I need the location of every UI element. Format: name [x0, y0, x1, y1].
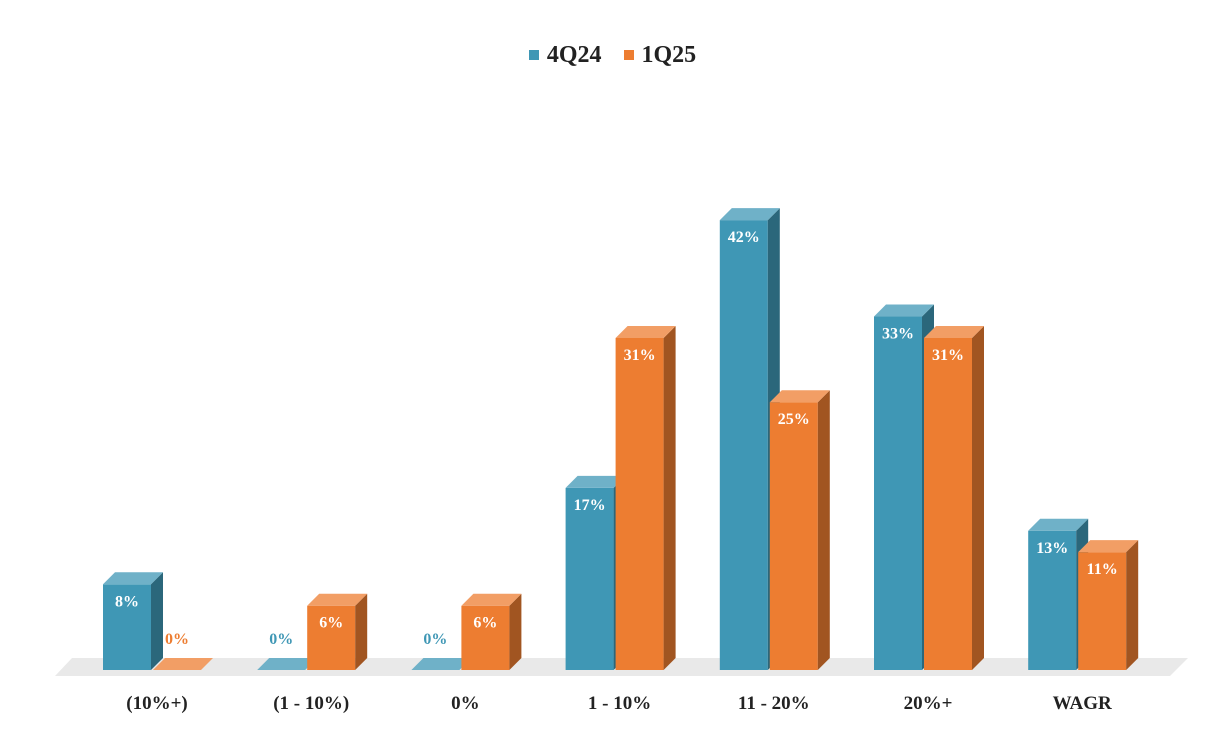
bar-front-4q24-0 — [103, 584, 151, 670]
bar-top-4q24-2 — [411, 658, 472, 670]
bar-side-1q25-3 — [663, 325, 676, 670]
data-label-4q24-4: 42% — [728, 229, 760, 246]
data-label-1q25-2: 6% — [473, 615, 497, 632]
data-label-1q25-4: 25% — [778, 411, 810, 428]
legend-label-1q25: 1Q25 — [641, 41, 697, 68]
data-label-4q24-3: 17% — [574, 497, 606, 514]
bar-top-4q24-3 — [565, 475, 626, 488]
bar-top-4q24-6 — [1028, 518, 1089, 531]
x-tick-label-5: 20%+ — [904, 693, 953, 714]
legend-label-4q24: 4Q24 — [546, 41, 602, 68]
bar-front-1q25-3 — [615, 337, 664, 670]
x-tick-label-3: 1 - 10% — [588, 693, 651, 714]
bar-front-1q25-6 — [1078, 552, 1127, 670]
bar-top-1q25-0 — [153, 658, 213, 670]
bar-top-1q25-6 — [1078, 540, 1139, 553]
bar-top-4q24-5 — [874, 304, 934, 317]
x-tick-label-0: (10%+) — [126, 693, 187, 714]
bar-1q25-2 — [461, 593, 522, 670]
bar-side-4q24-0 — [151, 572, 163, 670]
bar-front-1q25-5 — [924, 337, 972, 670]
bar-side-1q25-2 — [509, 593, 522, 670]
bar-1q25-1 — [307, 593, 368, 670]
bar-1q25-5 — [924, 325, 984, 670]
legend: 4Q24 1Q25 — [0, 40, 1225, 69]
bar-top-1q25-3 — [615, 325, 676, 338]
bar-front-4q24-4 — [719, 220, 768, 670]
x-tick-label-1: (1 - 10%) — [273, 693, 349, 714]
bar-front-1q25-1 — [307, 605, 356, 670]
data-label-1q25-0: 0% — [165, 631, 189, 648]
bar-front-4q24-5 — [874, 316, 922, 670]
bar-top-4q24-1 — [257, 658, 318, 670]
legend-item-1q25: 1Q25 — [623, 41, 697, 69]
data-label-4q24-0: 8% — [115, 593, 139, 610]
bar-4q24-1 — [257, 658, 318, 670]
legend-swatch-1q25 — [623, 50, 634, 60]
bar-4q24-2 — [411, 658, 472, 670]
data-label-4q24-2: 0% — [423, 631, 447, 648]
data-label-1q25-6: 11% — [1087, 561, 1118, 578]
x-tick-label-4: 11 - 20% — [738, 693, 810, 714]
bar-front-4q24-6 — [1028, 530, 1077, 670]
bar-side-1q25-1 — [355, 593, 368, 670]
data-label-4q24-1: 0% — [269, 631, 293, 648]
bar-front-4q24-3 — [565, 487, 614, 670]
x-tick-label-6: WAGR — [1053, 693, 1112, 714]
bar-1q25-4 — [769, 390, 830, 670]
data-label-1q25-3: 31% — [624, 347, 656, 364]
bar-1q25-0 — [153, 658, 213, 670]
bar-side-1q25-5 — [972, 325, 984, 670]
bar-1q25-3 — [615, 325, 676, 670]
bar-front-1q25-4 — [769, 402, 818, 670]
bar-front-1q25-2 — [461, 605, 510, 670]
bar-top-1q25-4 — [769, 390, 830, 403]
bar-top-1q25-5 — [924, 325, 984, 338]
bar-top-4q24-4 — [719, 208, 780, 221]
bar-side-1q25-4 — [817, 390, 830, 670]
data-label-1q25-5: 31% — [932, 347, 964, 364]
data-label-4q24-5: 33% — [882, 326, 914, 343]
bar-4q24-0 — [103, 572, 163, 670]
bar-1q25-6 — [1078, 540, 1139, 670]
bar-top-4q24-0 — [103, 572, 163, 585]
data-label-4q24-6: 13% — [1036, 540, 1068, 557]
legend-item-4q24: 4Q24 — [528, 41, 602, 69]
bar-top-1q25-1 — [307, 593, 368, 606]
bar-top-1q25-2 — [461, 593, 522, 606]
data-label-1q25-1: 6% — [319, 615, 343, 632]
legend-swatch-4q24 — [528, 50, 539, 60]
x-tick-label-2: 0% — [451, 693, 480, 714]
bar-side-1q25-6 — [1126, 540, 1139, 670]
